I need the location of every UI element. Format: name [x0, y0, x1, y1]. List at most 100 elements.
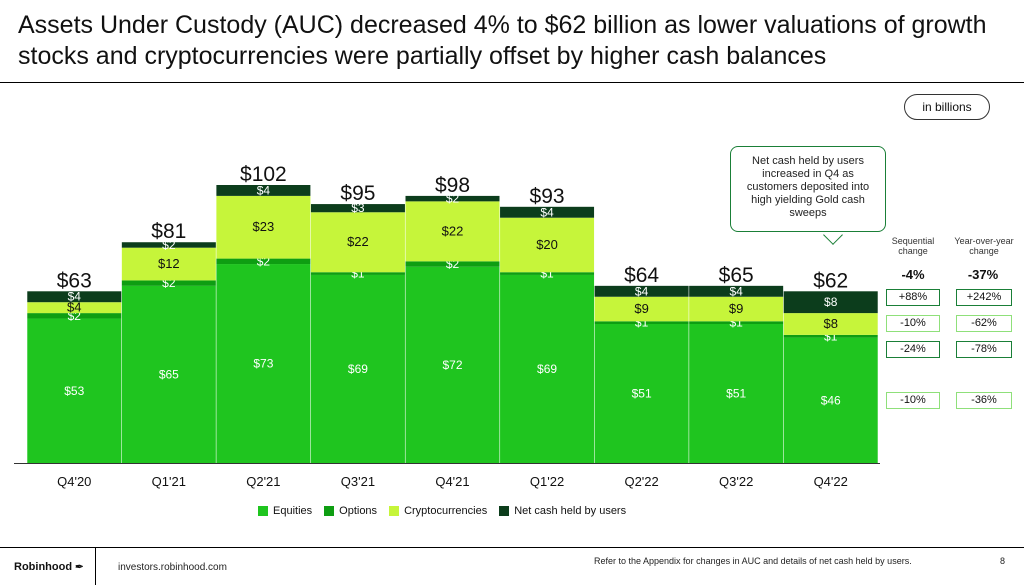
x-tick-label: Q1'22: [530, 474, 564, 489]
bar-segment-net-cash: [689, 285, 784, 297]
bar-segment-cryptocurrencies: [500, 217, 595, 273]
data-label-cryptocurrencies: $22: [442, 223, 464, 238]
data-label-equities: $46: [821, 393, 841, 407]
legend-swatch-cryptocurrencies: [389, 506, 400, 516]
data-label-equities: $69: [537, 362, 557, 376]
footer-note: Refer to the Appendix for changes in AUC…: [594, 556, 912, 566]
x-tick-label: Q4'20: [57, 474, 91, 489]
data-label-net-cash: $4: [68, 290, 82, 304]
data-label-equities: $51: [726, 387, 746, 401]
bar-segment-cryptocurrencies: [121, 247, 216, 281]
bar-segment-options: [689, 321, 784, 324]
legend-label-cryptocurrencies: Cryptocurrencies: [404, 505, 488, 517]
bar-segment-equities: [689, 324, 784, 463]
bar-segment-net-cash: [310, 204, 405, 213]
bar-segment-options: [594, 321, 689, 324]
chart-legend: Equities Options Cryptocurrencies Net ca…: [258, 503, 626, 519]
data-label-equities: $73: [253, 357, 273, 371]
bar-total-label: $93: [530, 185, 565, 208]
data-label-net-cash: $2: [446, 192, 460, 206]
bar-segment-options: [121, 280, 216, 286]
data-label-equities: $53: [64, 384, 84, 398]
bar-segment-net-cash: [216, 185, 311, 196]
bar-total-label: $81: [151, 220, 186, 243]
bar-total-label: $64: [624, 264, 659, 287]
bar-segment-net-cash: [783, 291, 878, 314]
bar-segment-options: [500, 272, 595, 275]
bar-segment-options: [216, 258, 311, 265]
sequential-change-net-cash: +88%: [886, 289, 940, 306]
brand-logo: Robinhood ✒: [14, 561, 84, 573]
bar-segment-net-cash: [121, 242, 216, 248]
data-label-equities: $69: [348, 362, 368, 376]
bar-total-label: $98: [435, 174, 470, 197]
bar-segment-options: [27, 313, 122, 319]
units-badge: in billions: [904, 94, 990, 120]
bar-segment-options: [310, 272, 405, 275]
legend-item-equities: Equities: [258, 505, 312, 517]
legend-swatch-net-cash: [499, 506, 510, 516]
sequential-change-header: Sequential change: [891, 236, 935, 256]
x-tick-label: Q3'22: [719, 474, 753, 489]
bar-segment-equities: [500, 274, 595, 463]
data-label-cryptocurrencies: $12: [158, 256, 180, 271]
data-label-net-cash: $4: [540, 205, 554, 219]
data-label-equities: $65: [159, 367, 179, 381]
sequential-change-cryptocurrencies: -10%: [886, 315, 940, 332]
sequential-change-equities: -10%: [886, 392, 940, 409]
data-label-cryptocurrencies: $20: [536, 237, 558, 252]
data-label-cryptocurrencies: $23: [253, 219, 275, 234]
bar-total-label: $65: [719, 264, 754, 287]
yoy-total-change: -37%: [967, 267, 999, 282]
data-label-net-cash: $8: [824, 295, 838, 309]
bar-segment-cryptocurrencies: [216, 195, 311, 259]
bar-segment-equities: [216, 264, 311, 463]
sequential-change-options: -24%: [886, 341, 940, 358]
footer-url: investors.robinhood.com: [118, 562, 227, 573]
bar-segment-net-cash: [405, 195, 500, 202]
slide-title: Assets Under Custody (AUC) decreased 4% …: [18, 11, 987, 70]
bar-segment-equities: [27, 318, 122, 463]
data-label-cryptocurrencies: $8: [823, 316, 837, 331]
bar-segment-cryptocurrencies: [405, 201, 500, 262]
data-label-net-cash: $3: [351, 201, 365, 215]
title-divider: [0, 82, 1024, 83]
yoy-change-header: Year-over-year change: [954, 236, 1014, 256]
bar-segment-options: [783, 334, 878, 338]
data-label-cryptocurrencies: $22: [347, 234, 369, 249]
x-tick-label: Q2'21: [246, 474, 280, 489]
bar-segment-cryptocurrencies: [594, 296, 689, 322]
bar-segment-net-cash: [27, 291, 122, 303]
legend-item-net-cash: Net cash held by users: [499, 505, 626, 517]
x-tick-label: Q1'21: [152, 474, 186, 489]
data-label-cryptocurrencies: $9: [729, 301, 743, 316]
x-tick-label: Q4'21: [435, 474, 469, 489]
yoy-change-cryptocurrencies: -62%: [956, 315, 1012, 332]
data-label-equities: $51: [632, 387, 652, 401]
legend-label-equities: Equities: [273, 505, 313, 517]
bar-segment-equities: [783, 337, 878, 463]
bar-segment-cryptocurrencies: [27, 302, 122, 314]
legend-swatch-options: [324, 506, 335, 516]
bar-total-label: $95: [340, 182, 375, 205]
bar-segment-cryptocurrencies: [783, 313, 878, 335]
legend-label-net-cash: Net cash held by users: [514, 505, 627, 517]
page-number: 8: [1000, 556, 1006, 566]
yoy-change-options: -78%: [956, 341, 1012, 358]
data-label-equities: $72: [442, 358, 462, 372]
sequential-total-change: -4%: [901, 267, 925, 282]
feather-icon: ✒: [75, 562, 84, 573]
bar-total-label: $63: [57, 269, 92, 292]
bar-segment-equities: [594, 324, 689, 463]
bar-segment-net-cash: [594, 285, 689, 297]
bar-segment-cryptocurrencies: [310, 212, 405, 273]
x-tick-label: Q3'21: [341, 474, 375, 489]
bar-segment-net-cash: [500, 206, 595, 218]
data-label-net-cash: $4: [729, 284, 743, 298]
bar-segment-equities: [310, 274, 405, 463]
bar-total-label: $62: [813, 269, 848, 292]
bar-segment-equities: [121, 285, 216, 463]
footer-divider: [0, 547, 1024, 548]
legend-item-cryptocurrencies: Cryptocurrencies: [389, 505, 487, 517]
